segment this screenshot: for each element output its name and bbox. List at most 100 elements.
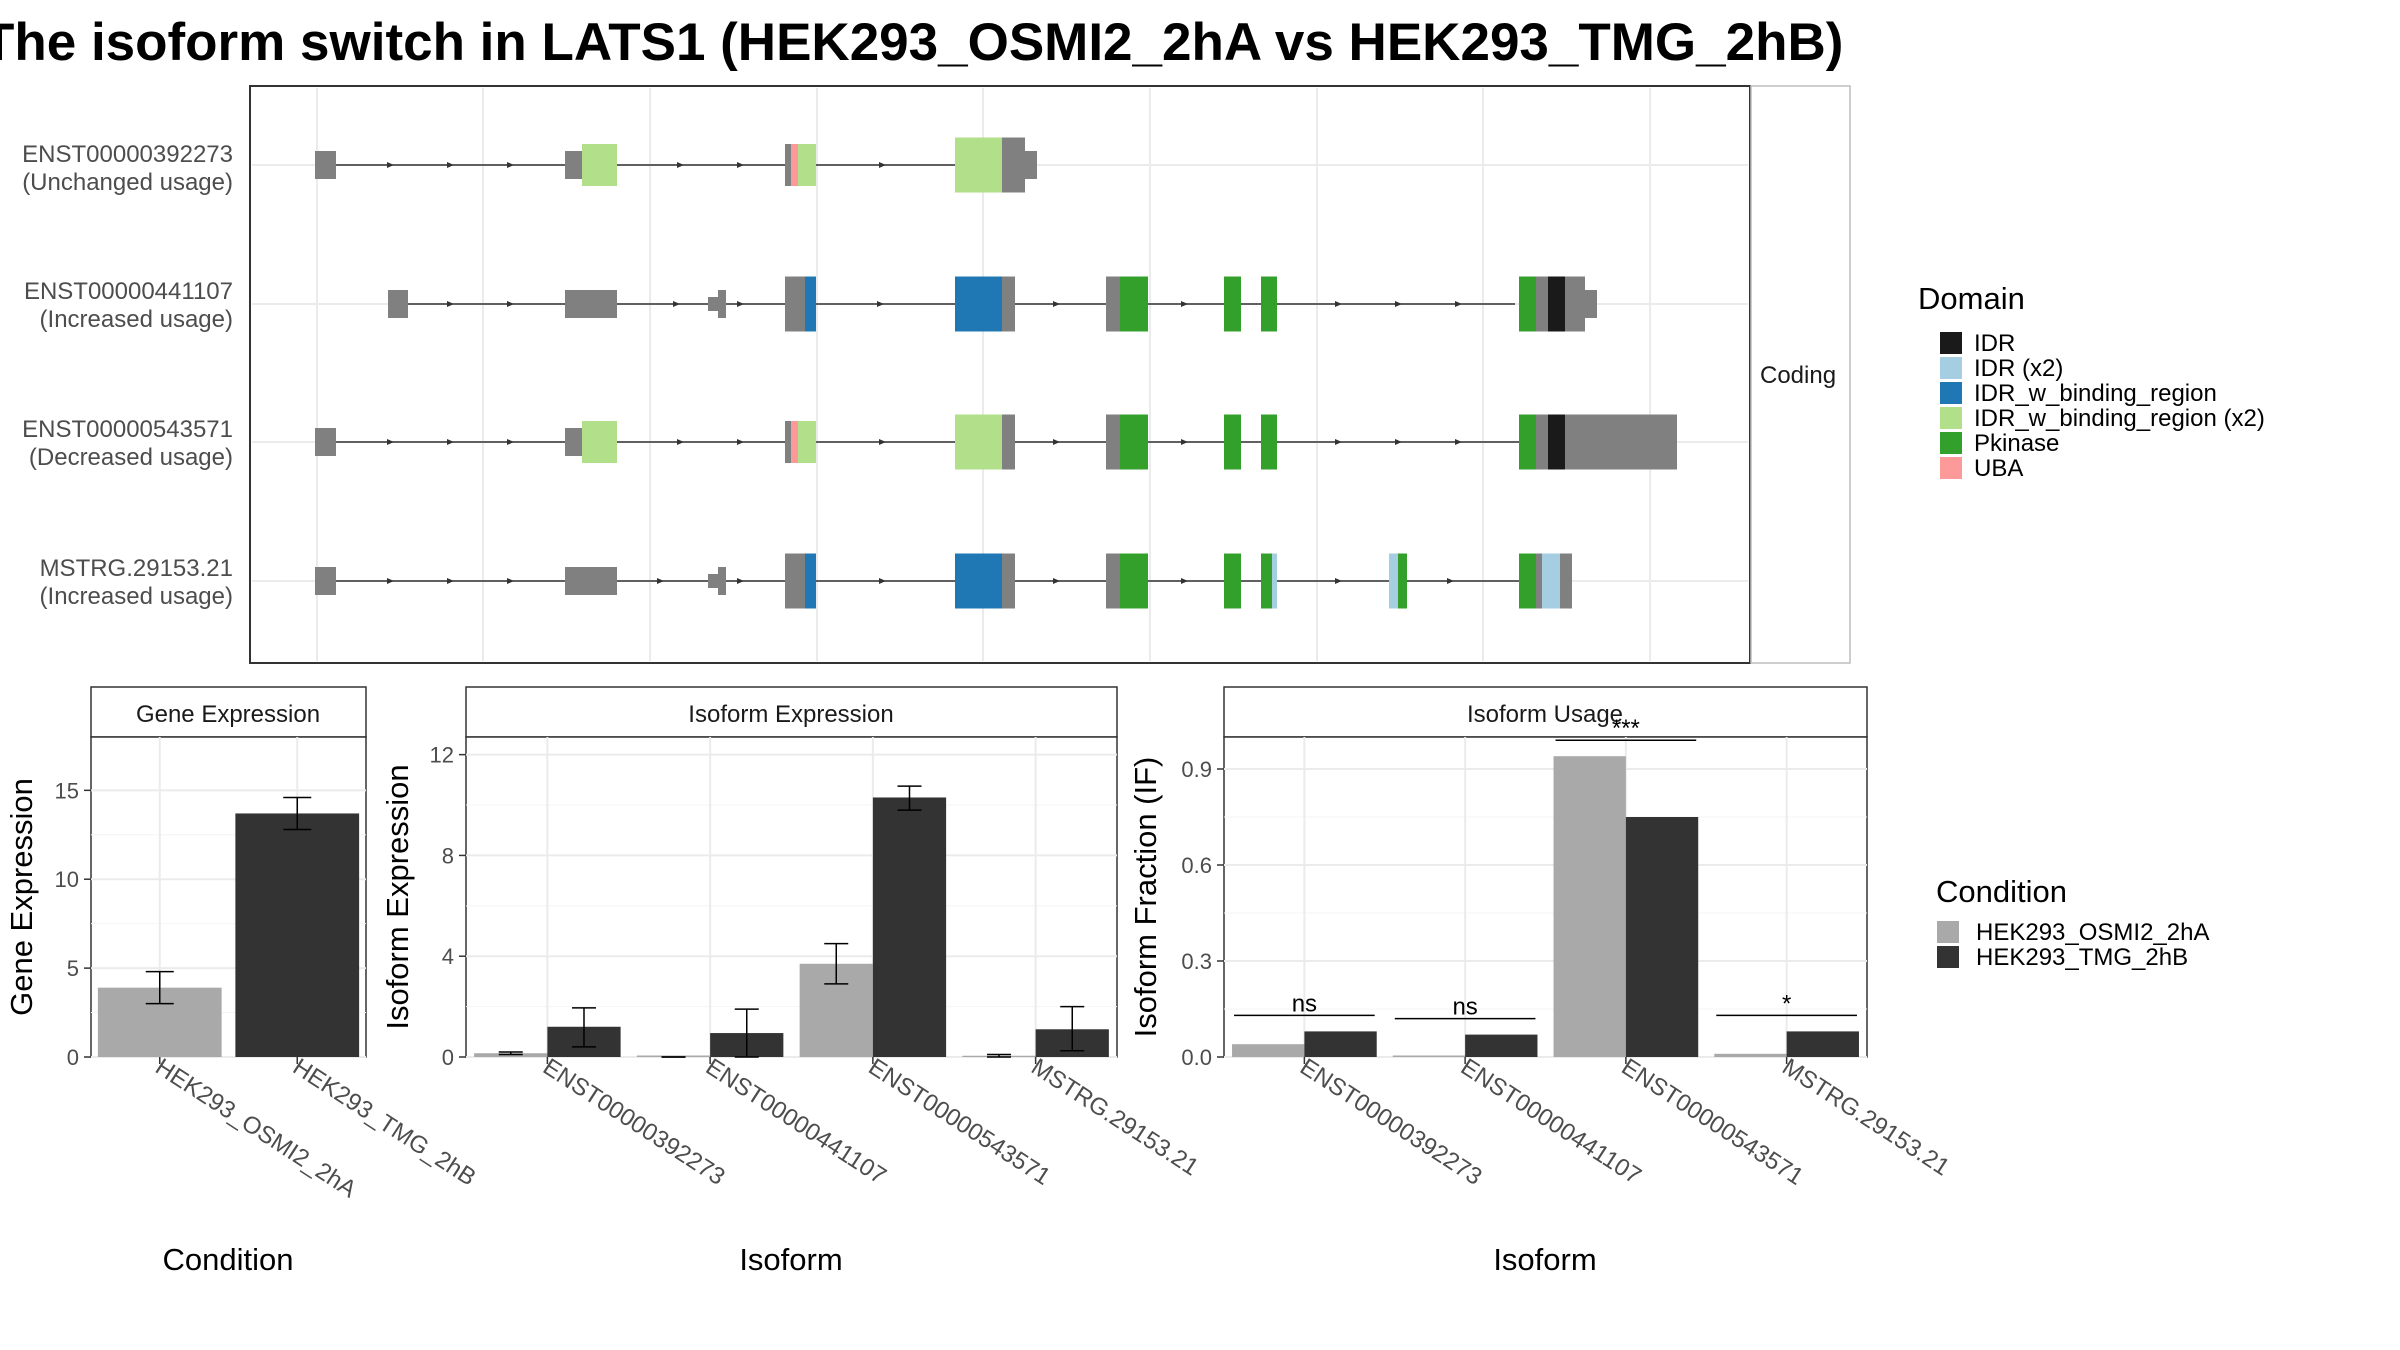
domain-legend-swatch xyxy=(1940,382,1962,404)
y-tick-label: 0.6 xyxy=(1181,853,1212,878)
x-tick-label: ENST00000392273 xyxy=(538,1053,730,1190)
condition-legend-swatch xyxy=(1937,921,1959,943)
exon-segment xyxy=(388,290,408,318)
strand-arrow xyxy=(447,578,454,584)
isoform-usage-label: (Decreased usage) xyxy=(29,444,233,471)
domain-legend-swatch xyxy=(1940,407,1962,429)
domain-legend-swatch xyxy=(1940,432,1962,454)
isoform-usage-label: (Unchanged usage) xyxy=(22,169,233,196)
panel-strip xyxy=(90,686,367,738)
domain-legend-swatch xyxy=(1940,332,1962,354)
exon-segment xyxy=(1389,553,1398,609)
facet-strip xyxy=(1750,85,1851,664)
strand-arrow xyxy=(1053,301,1060,307)
y-tick-label: 4 xyxy=(442,944,454,969)
plot-area xyxy=(1223,736,1868,1058)
exon-segment xyxy=(1548,276,1565,332)
x-tick-label: MSTRG.29153.21 xyxy=(1777,1053,1954,1181)
strand-arrow xyxy=(879,578,886,584)
exon-segment xyxy=(1106,414,1120,470)
strand-arrow xyxy=(879,439,886,445)
exon-segment xyxy=(955,414,1002,470)
exon-segment xyxy=(1261,414,1277,470)
exon-segment xyxy=(1106,276,1120,332)
domain-legend-label: IDR_w_binding_region (x2) xyxy=(1974,405,2265,432)
strand-arrow xyxy=(1447,578,1454,584)
domain-legend-swatch xyxy=(1940,357,1962,379)
x-axis-title: Isoform xyxy=(739,1242,842,1277)
bar xyxy=(1392,1055,1466,1057)
strand-arrow xyxy=(1395,301,1402,307)
strand-arrow xyxy=(1335,301,1342,307)
domain-legend-label: IDR xyxy=(1974,330,2015,357)
transcript-track-4 xyxy=(315,553,1572,609)
panel-strip xyxy=(1223,686,1868,738)
exon-segment xyxy=(1002,414,1015,470)
condition-legend-title: Condition xyxy=(1936,874,2067,909)
exon-segment xyxy=(785,421,791,463)
exon-segment xyxy=(315,567,336,595)
y-tick-label: 10 xyxy=(55,867,79,892)
y-tick-label: 0.3 xyxy=(1181,949,1212,974)
bar xyxy=(1714,1053,1787,1057)
panel-strip xyxy=(465,686,1118,738)
exon-segment xyxy=(955,553,1002,609)
exon-segment xyxy=(1536,553,1542,609)
isoform-expression-panel: Isoform Expression 04812ENST00000392273E… xyxy=(380,686,1203,1277)
bar xyxy=(1786,1031,1859,1057)
exon-segment xyxy=(565,428,582,456)
significance-label: *** xyxy=(1612,715,1640,742)
isoform-id-label: ENST00000392273 xyxy=(22,141,233,168)
bar xyxy=(1465,1034,1538,1057)
strand-arrow xyxy=(507,578,514,584)
exon-segment xyxy=(1002,137,1025,193)
strand-arrow xyxy=(1335,578,1342,584)
exon-segment xyxy=(1120,414,1148,470)
strand-arrow xyxy=(657,578,664,584)
strand-arrow xyxy=(447,301,454,307)
exon-segment xyxy=(1224,553,1241,609)
isoform-id-label: ENST00000543571 xyxy=(22,416,233,443)
isoform-usage-panel: Isoform Usage 0.00.30.60.9ENST0000039227… xyxy=(1128,686,1954,1277)
strand-arrow xyxy=(1335,439,1342,445)
strand-arrow xyxy=(737,439,744,445)
x-tick-label: MSTRG.29153.21 xyxy=(1026,1053,1203,1181)
strand-arrow xyxy=(387,578,394,584)
significance-label: ns xyxy=(1292,990,1317,1017)
isoform-label-4: MSTRG.29153.21 (Increased usage) xyxy=(40,555,233,610)
exon-segment xyxy=(1565,276,1585,332)
panel-strip-title: Isoform Expression xyxy=(688,701,893,728)
condition-legend-label: HEK293_OSMI2_2hA xyxy=(1976,919,2209,946)
exon-segment xyxy=(582,421,617,463)
exon-segment xyxy=(1025,151,1037,179)
exon-segment xyxy=(955,276,1002,332)
exon-segment xyxy=(955,137,1002,193)
exon-segment xyxy=(708,297,718,311)
facet-strip-label: Coding xyxy=(1760,362,1836,389)
strand-arrow xyxy=(877,301,884,307)
x-tick-label: ENST00000543571 xyxy=(864,1053,1056,1190)
exon-segment xyxy=(1560,553,1572,609)
isoform-label-1: ENST00000392273 (Unchanged usage) xyxy=(22,141,233,196)
isoform-usage-label: (Increased usage) xyxy=(40,306,233,333)
domain-legend-swatch xyxy=(1940,457,1962,479)
y-tick-label: 8 xyxy=(442,843,454,868)
plot-area xyxy=(465,736,1118,1058)
strand-arrow xyxy=(737,162,744,168)
exon-segment xyxy=(582,144,617,186)
y-axis-title: Gene Expression xyxy=(4,778,39,1016)
exon-segment xyxy=(565,290,617,318)
condition-legend-swatch xyxy=(1937,946,1959,968)
exon-segment xyxy=(1224,414,1241,470)
strand-arrow xyxy=(507,301,514,307)
exon-segment xyxy=(1548,414,1565,470)
strand-arrow xyxy=(387,162,394,168)
y-axis-title: Isoform Fraction (IF) xyxy=(1128,757,1163,1038)
exon-segment xyxy=(791,421,798,463)
y-tick-label: 12 xyxy=(430,743,454,768)
strand-arrow xyxy=(737,301,744,307)
domain-legend-title: Domain xyxy=(1918,281,2025,316)
